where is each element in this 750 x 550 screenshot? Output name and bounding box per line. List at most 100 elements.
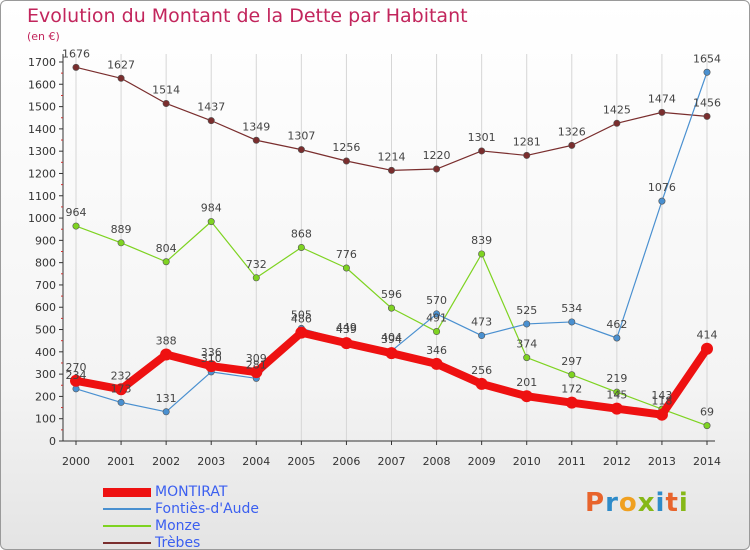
logo-letter: i xyxy=(655,488,666,518)
y-tick-label: 1600 xyxy=(28,78,56,91)
data-label: 310 xyxy=(201,352,222,365)
data-label: 1456 xyxy=(693,96,721,109)
data-point xyxy=(433,328,441,336)
data-label: 1627 xyxy=(107,58,135,71)
data-label: 69 xyxy=(700,406,714,419)
x-tick-label: 2007 xyxy=(378,455,406,468)
data-point xyxy=(252,274,260,282)
data-label: 234 xyxy=(66,369,87,382)
data-label: 984 xyxy=(201,202,222,215)
data-point xyxy=(701,342,713,355)
y-tick-label: 1700 xyxy=(28,56,56,69)
data-point xyxy=(162,258,170,266)
data-label: 414 xyxy=(697,329,718,342)
x-tick-label: 2004 xyxy=(242,455,270,468)
data-label: 201 xyxy=(516,376,537,389)
data-label: 143 xyxy=(651,389,672,402)
data-label: 346 xyxy=(426,344,447,357)
data-label: 964 xyxy=(66,206,87,219)
x-tick-label: 2000 xyxy=(62,455,90,468)
y-tick-label: 700 xyxy=(35,279,56,292)
data-point xyxy=(523,320,531,328)
y-tick-label: 500 xyxy=(35,324,56,337)
x-tick-label: 2014 xyxy=(693,455,721,468)
data-point xyxy=(387,304,395,312)
data-label: 596 xyxy=(381,288,402,301)
data-label: 297 xyxy=(561,355,582,368)
logo-letter: i xyxy=(678,488,689,518)
data-label: 491 xyxy=(426,312,447,325)
data-point xyxy=(433,165,441,173)
data-label: 256 xyxy=(471,364,492,377)
data-point xyxy=(520,390,533,403)
data-point xyxy=(340,337,353,350)
data-label: 1214 xyxy=(378,150,406,163)
data-point xyxy=(342,157,350,165)
y-tick-label: 1200 xyxy=(28,167,56,180)
data-label: 270 xyxy=(66,361,87,374)
data-label: 309 xyxy=(246,352,267,365)
y-tick-label: 400 xyxy=(35,346,56,359)
data-point xyxy=(162,408,170,416)
data-point xyxy=(658,197,666,205)
data-label: 505 xyxy=(291,308,312,321)
data-point xyxy=(703,112,711,120)
data-point xyxy=(655,408,668,421)
data-label: 131 xyxy=(156,392,177,405)
data-point xyxy=(478,147,486,155)
y-tick-label: 200 xyxy=(35,390,56,403)
data-point xyxy=(117,239,125,247)
data-point xyxy=(523,151,531,159)
logo-letter: x xyxy=(637,488,656,518)
series-lines xyxy=(70,63,713,430)
unit-label: (en €) xyxy=(27,30,60,43)
data-label: 118 xyxy=(651,395,672,408)
x-tick-label: 2003 xyxy=(197,455,225,468)
x-tick-label: 2013 xyxy=(648,455,676,468)
data-point xyxy=(568,318,576,326)
data-point xyxy=(565,396,578,409)
data-point xyxy=(613,119,621,127)
data-point xyxy=(523,354,531,362)
legend-label: Monze xyxy=(155,518,201,534)
data-label: 732 xyxy=(246,258,267,271)
data-point xyxy=(297,146,305,154)
data-point xyxy=(703,68,711,76)
data-label: 404 xyxy=(381,331,402,344)
data-label: 1326 xyxy=(558,125,586,138)
data-point xyxy=(72,63,80,71)
data-point xyxy=(433,310,441,318)
data-point xyxy=(478,250,486,258)
data-label: 1676 xyxy=(62,47,90,60)
y-tick-label: 1300 xyxy=(28,145,56,158)
data-label: 145 xyxy=(606,389,627,402)
data-point xyxy=(385,347,398,360)
data-point xyxy=(478,332,486,340)
legend-label: Trèbes xyxy=(155,535,201,550)
data-point xyxy=(613,334,621,342)
data-point xyxy=(70,374,82,387)
data-labels: 270 232 388 336 309 486 439 394 346 256 201 172 145 1… xyxy=(62,47,721,418)
data-label: 1654 xyxy=(693,52,721,65)
data-point xyxy=(207,218,215,226)
data-point xyxy=(613,388,621,396)
y-tick-label: 1400 xyxy=(28,123,56,136)
data-label: 1076 xyxy=(648,181,676,194)
data-label: 1281 xyxy=(513,135,541,148)
data-point xyxy=(250,366,263,379)
legend-swatch xyxy=(103,508,151,510)
data-label: 394 xyxy=(381,333,402,346)
data-label: 374 xyxy=(516,338,537,351)
data-label: 462 xyxy=(606,318,627,331)
data-label: 1301 xyxy=(468,131,496,144)
data-point xyxy=(252,136,260,144)
data-label: 388 xyxy=(156,334,177,347)
data-label: 839 xyxy=(471,234,492,247)
data-label: 449 xyxy=(336,321,357,334)
data-label: 1437 xyxy=(197,101,225,114)
x-tick-label: 2002 xyxy=(152,455,180,468)
data-label: 889 xyxy=(111,223,132,236)
chart-title: Evolution du Montant de la Dette par Hab… xyxy=(27,5,468,27)
data-label: 776 xyxy=(336,248,357,261)
